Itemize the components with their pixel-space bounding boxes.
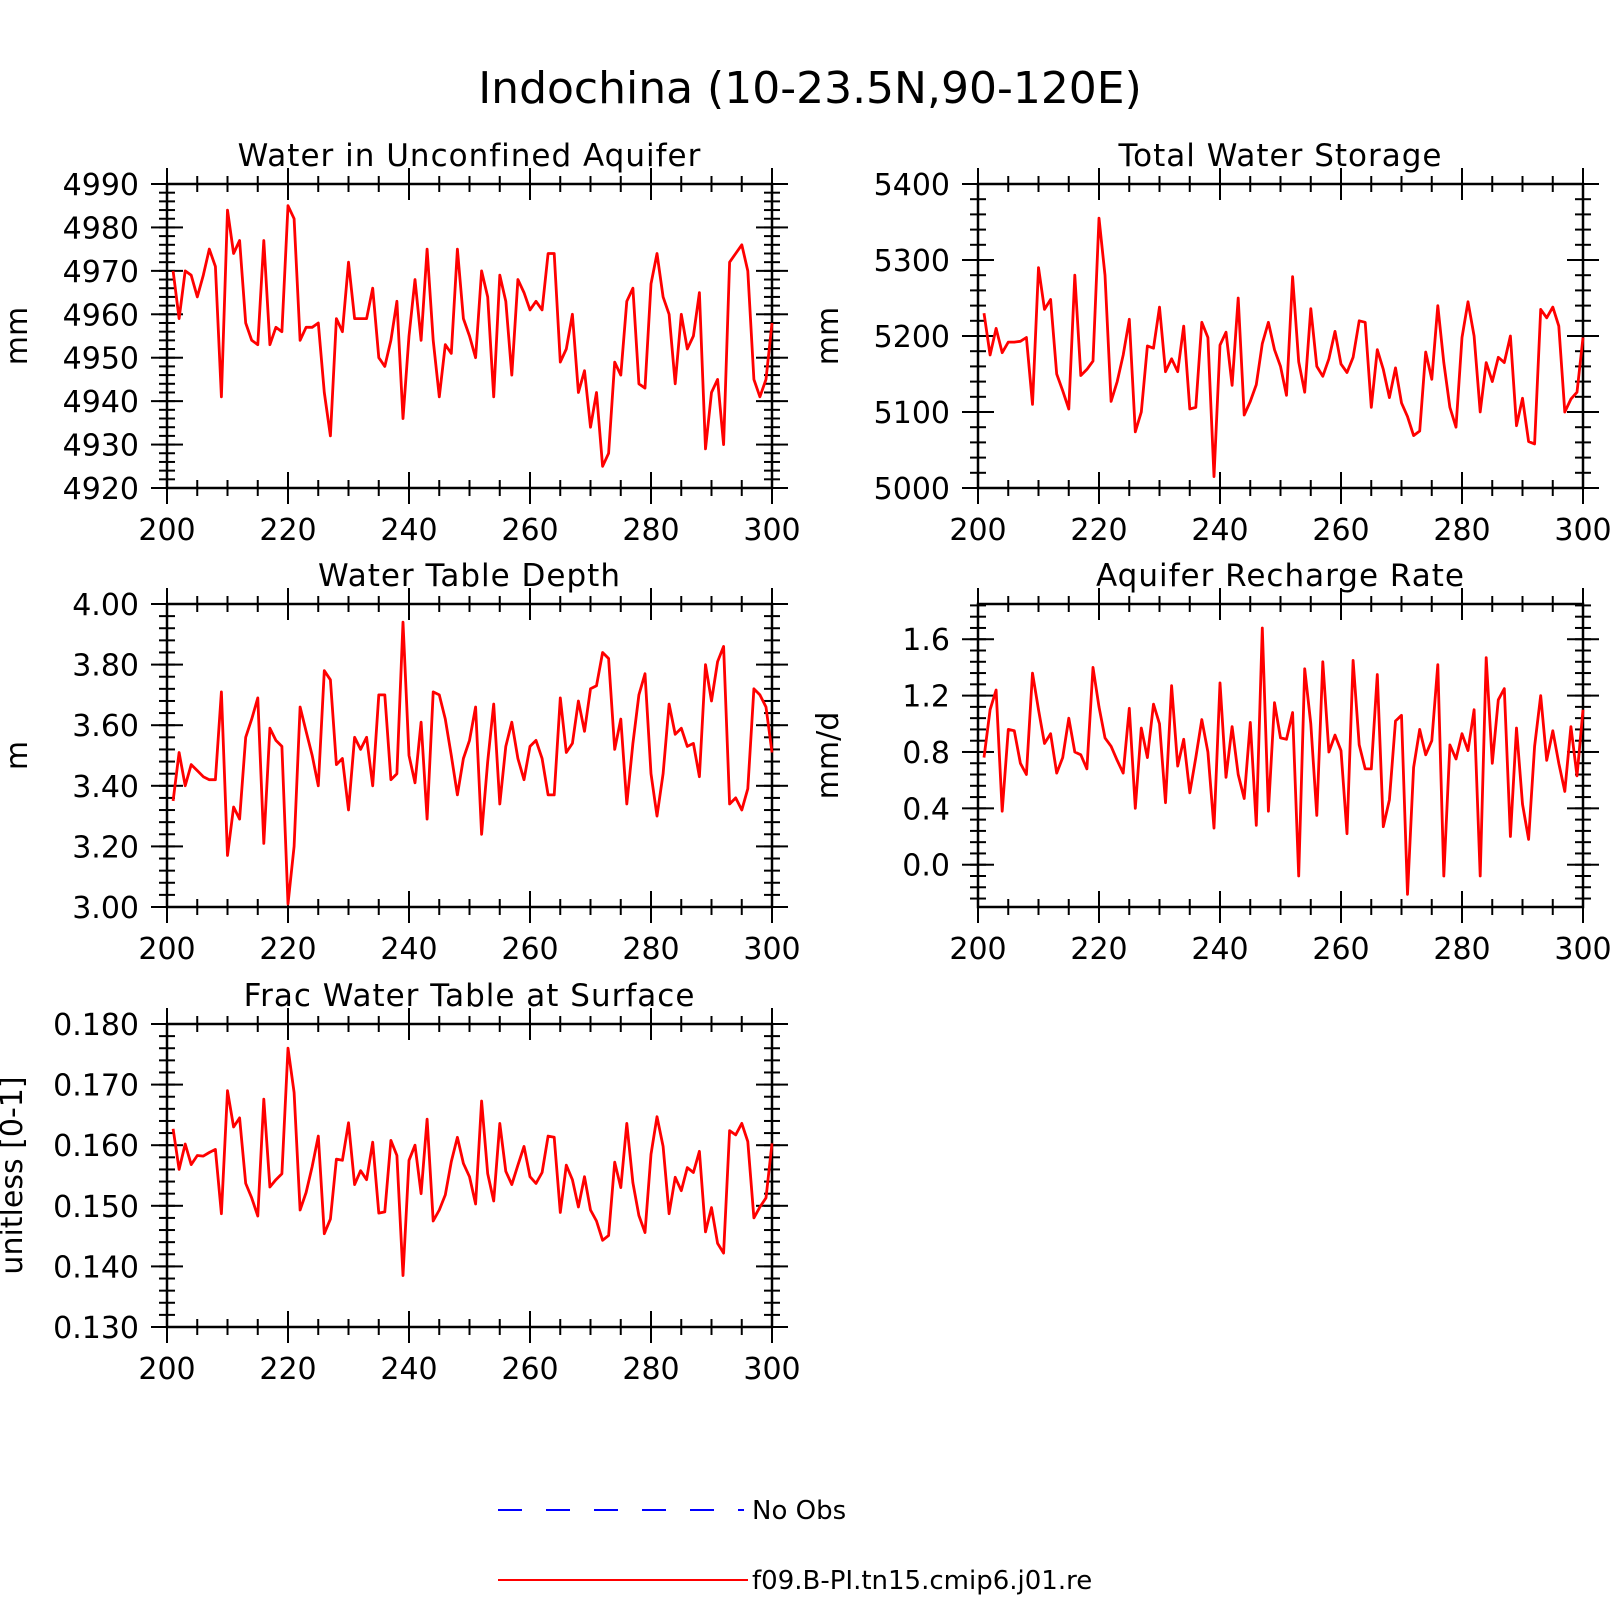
x-tick-label: 200 bbox=[949, 513, 1006, 548]
y-tick-label: 3.00 bbox=[72, 891, 139, 926]
x-tick-label: 240 bbox=[1191, 932, 1248, 967]
y-tick-label: 4970 bbox=[63, 255, 139, 290]
y-tick-label: 0.0 bbox=[902, 849, 950, 884]
x-tick-label: 220 bbox=[1070, 932, 1127, 967]
x-tick-label: 280 bbox=[1433, 932, 1490, 967]
x-tick-label: 220 bbox=[259, 932, 316, 967]
y-tick-label: 3.80 bbox=[72, 649, 139, 684]
y-tick-label: 1.2 bbox=[902, 680, 950, 715]
x-tick-label: 260 bbox=[501, 1352, 558, 1387]
x-tick-label: 260 bbox=[501, 932, 558, 967]
y-axis-label: mm bbox=[0, 307, 35, 365]
x-tick-label: 240 bbox=[1191, 513, 1248, 548]
figure-title: Indochina (10-23.5N,90-120E) bbox=[478, 63, 1142, 114]
y-tick-label: 5000 bbox=[874, 472, 950, 507]
legend-label-no-obs: No Obs bbox=[752, 1496, 846, 1526]
legend-label-model: f09.B-PI.tn15.cmip6.j01.re bbox=[752, 1566, 1092, 1596]
x-tick-label: 260 bbox=[1312, 932, 1369, 967]
y-tick-label: 4960 bbox=[63, 298, 139, 333]
panels: Water in Unconfined Aquifer 200 220 240 260 2… bbox=[0, 138, 1612, 1387]
panel-5: Frac Water Table at Surface 200 220 240 260 2… bbox=[0, 978, 801, 1387]
series-line bbox=[171, 620, 774, 906]
y-tick-label: 3.60 bbox=[72, 709, 139, 744]
x-tick-label: 200 bbox=[138, 1352, 195, 1387]
x-tick-label: 200 bbox=[138, 932, 195, 967]
y-tick-label: 0.180 bbox=[53, 1008, 139, 1043]
y-tick-label: 5300 bbox=[874, 244, 950, 279]
y-tick-label: 1.6 bbox=[902, 623, 950, 658]
panel-title: Total Water Storage bbox=[1117, 138, 1442, 174]
series-line bbox=[982, 626, 1585, 896]
x-tick-label: 300 bbox=[1554, 513, 1611, 548]
y-tick-label: 4990 bbox=[63, 168, 139, 203]
series-line bbox=[982, 216, 1585, 479]
y-tick-label: 4930 bbox=[63, 429, 139, 464]
panel-title: Water Table Depth bbox=[318, 558, 621, 594]
panel-3: Water Table Depth 200 220 240 260 280 300 3.00 3… bbox=[0, 558, 801, 967]
y-tick-label: 4920 bbox=[63, 472, 139, 507]
y-tick-label: 4.00 bbox=[72, 588, 139, 623]
y-axis-label: mm bbox=[811, 307, 846, 365]
series-line bbox=[171, 204, 774, 468]
y-tick-label: 0.170 bbox=[53, 1069, 139, 1104]
x-tick-label: 280 bbox=[622, 513, 679, 548]
y-tick-label: 5200 bbox=[874, 320, 950, 355]
x-tick-label: 240 bbox=[380, 1352, 437, 1387]
x-tick-label: 240 bbox=[380, 932, 437, 967]
y-tick-label: 0.4 bbox=[902, 792, 950, 827]
panel-4: Aquifer Recharge Rate 200 220 240 260 280 300 0… bbox=[811, 558, 1612, 967]
y-tick-label: 4940 bbox=[63, 385, 139, 420]
panel-title: Frac Water Table at Surface bbox=[244, 978, 696, 1014]
y-tick-label: 4950 bbox=[63, 342, 139, 377]
legend: No Obs f09.B-PI.tn15.cmip6.j01.re bbox=[498, 1496, 1092, 1596]
y-tick-label: 0.130 bbox=[53, 1311, 139, 1346]
x-tick-label: 260 bbox=[501, 513, 558, 548]
y-tick-label: 0.140 bbox=[53, 1250, 139, 1285]
y-tick-label: 0.150 bbox=[53, 1190, 139, 1225]
panel-title: Aquifer Recharge Rate bbox=[1096, 558, 1465, 594]
x-tick-label: 300 bbox=[743, 513, 800, 548]
y-axis-label: m bbox=[0, 741, 35, 770]
panel-1: Water in Unconfined Aquifer 200 220 240 260 2… bbox=[0, 138, 801, 548]
x-tick-label: 280 bbox=[1433, 513, 1490, 548]
plot-frame bbox=[165, 602, 774, 909]
x-tick-label: 260 bbox=[1312, 513, 1369, 548]
y-tick-label: 5400 bbox=[874, 168, 950, 203]
y-tick-label: 3.20 bbox=[72, 830, 139, 865]
series-line bbox=[171, 1046, 774, 1277]
x-tick-label: 200 bbox=[949, 932, 1006, 967]
y-tick-label: 0.160 bbox=[53, 1129, 139, 1164]
x-tick-label: 300 bbox=[743, 1352, 800, 1387]
panel-title: Water in Unconfined Aquifer bbox=[238, 138, 702, 174]
y-tick-label: 5100 bbox=[874, 396, 950, 431]
y-tick-label: 4980 bbox=[63, 211, 139, 246]
x-tick-label: 240 bbox=[380, 513, 437, 548]
x-tick-label: 220 bbox=[1070, 513, 1127, 548]
x-tick-label: 220 bbox=[259, 1352, 316, 1387]
x-tick-label: 300 bbox=[1554, 932, 1611, 967]
x-tick-label: 280 bbox=[622, 1352, 679, 1387]
panel-2: Total Water Storage 200 220 240 260 280 300 500… bbox=[811, 138, 1612, 548]
y-tick-label: 0.8 bbox=[902, 736, 950, 771]
x-tick-label: 220 bbox=[259, 513, 316, 548]
x-tick-label: 200 bbox=[138, 513, 195, 548]
y-tick-label: 3.40 bbox=[72, 770, 139, 805]
y-axis-label: mm/d bbox=[811, 712, 846, 800]
x-tick-label: 300 bbox=[743, 932, 800, 967]
x-tick-label: 280 bbox=[622, 932, 679, 967]
plot-frame bbox=[976, 182, 1585, 490]
y-axis-label: unitless [0-1] bbox=[0, 1076, 30, 1274]
